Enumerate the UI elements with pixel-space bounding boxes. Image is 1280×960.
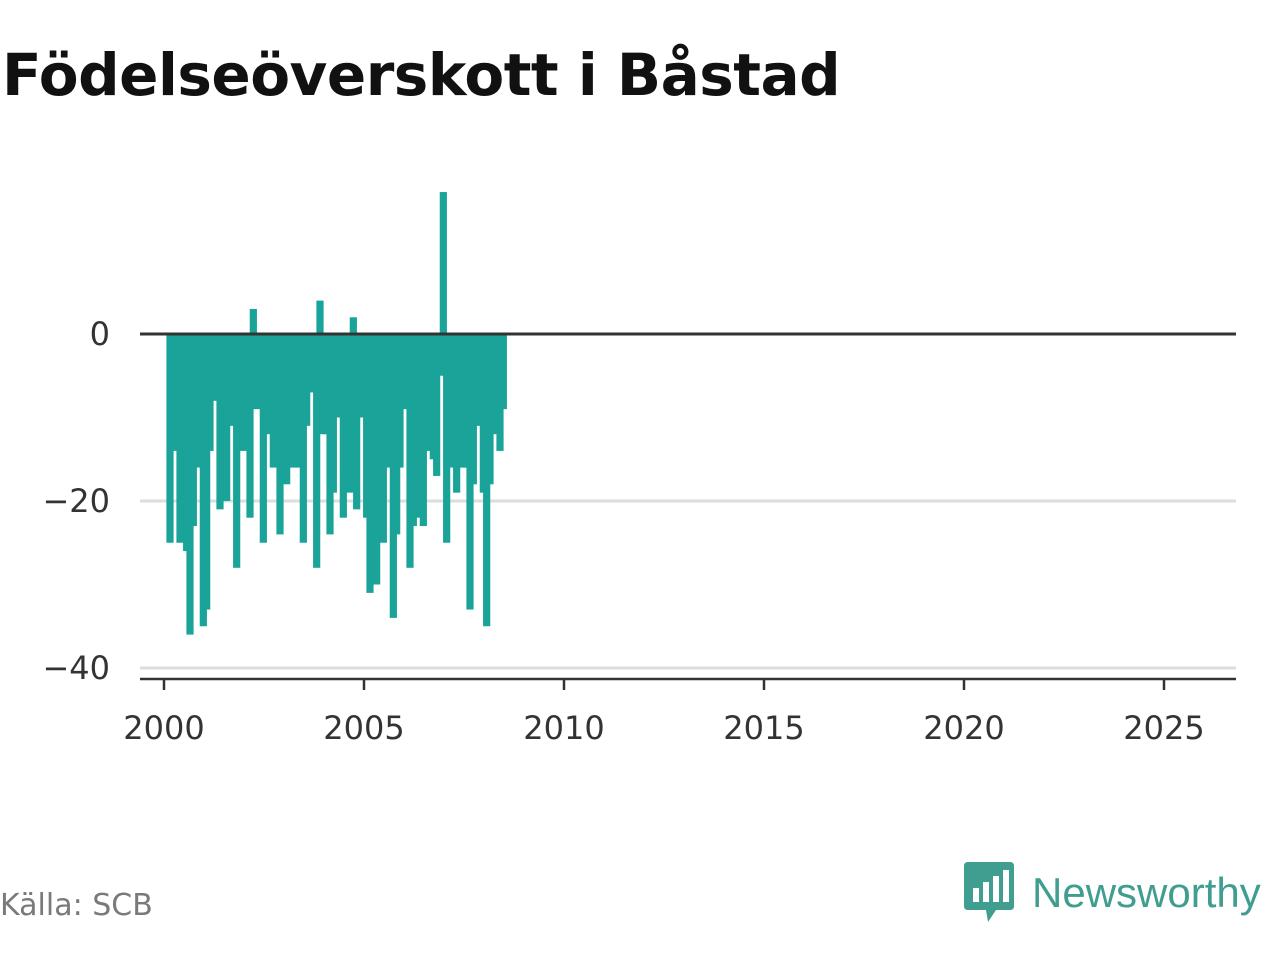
bar-chart-speech-bubble-icon xyxy=(964,862,1014,922)
bar xyxy=(233,334,241,568)
y-tick-label: −20 xyxy=(42,482,110,520)
bars xyxy=(166,192,507,635)
x-tick-label: 2005 xyxy=(323,709,404,747)
gridlines xyxy=(140,499,1236,670)
x-axis-labels: 2000 2005 2010 2015 2020 2025 xyxy=(123,709,1204,747)
bar xyxy=(286,334,294,468)
bar xyxy=(316,300,324,334)
bar xyxy=(246,334,254,518)
bar xyxy=(499,334,507,410)
bar xyxy=(299,334,307,543)
bar xyxy=(253,334,261,410)
bar xyxy=(353,334,361,510)
bar xyxy=(489,334,497,435)
x-tick-label: 2010 xyxy=(523,709,604,747)
y-tick-label: 0 xyxy=(90,315,110,353)
y-tick-label: −40 xyxy=(42,649,110,687)
x-tick-label: 2015 xyxy=(723,709,804,747)
x-tick-label: 2025 xyxy=(1123,709,1204,747)
bar xyxy=(419,334,427,527)
bar xyxy=(313,334,321,568)
bar xyxy=(469,334,477,485)
bar xyxy=(396,334,404,468)
bar xyxy=(453,334,461,493)
bar xyxy=(263,334,271,435)
y-axis-labels: 0 −20 −40 xyxy=(42,315,110,687)
x-tick-label: 2000 xyxy=(123,709,204,747)
chart-title: Födelseöverskott i Båstad xyxy=(2,41,841,109)
source-note: Källa: SCB xyxy=(0,888,153,923)
bar xyxy=(346,334,354,493)
brand-logo: Newsworthy xyxy=(964,862,1261,924)
bar xyxy=(223,334,231,501)
bar xyxy=(436,334,444,376)
bar xyxy=(379,334,387,543)
bar xyxy=(433,334,441,476)
bar xyxy=(259,334,267,543)
axes xyxy=(140,332,1236,690)
bar xyxy=(203,334,211,610)
bar xyxy=(349,317,357,334)
bar xyxy=(249,308,257,334)
bar xyxy=(439,192,447,334)
x-tick-label: 2020 xyxy=(923,709,1004,747)
bar xyxy=(409,334,417,527)
brand-name: Newsworthy xyxy=(1032,869,1261,916)
